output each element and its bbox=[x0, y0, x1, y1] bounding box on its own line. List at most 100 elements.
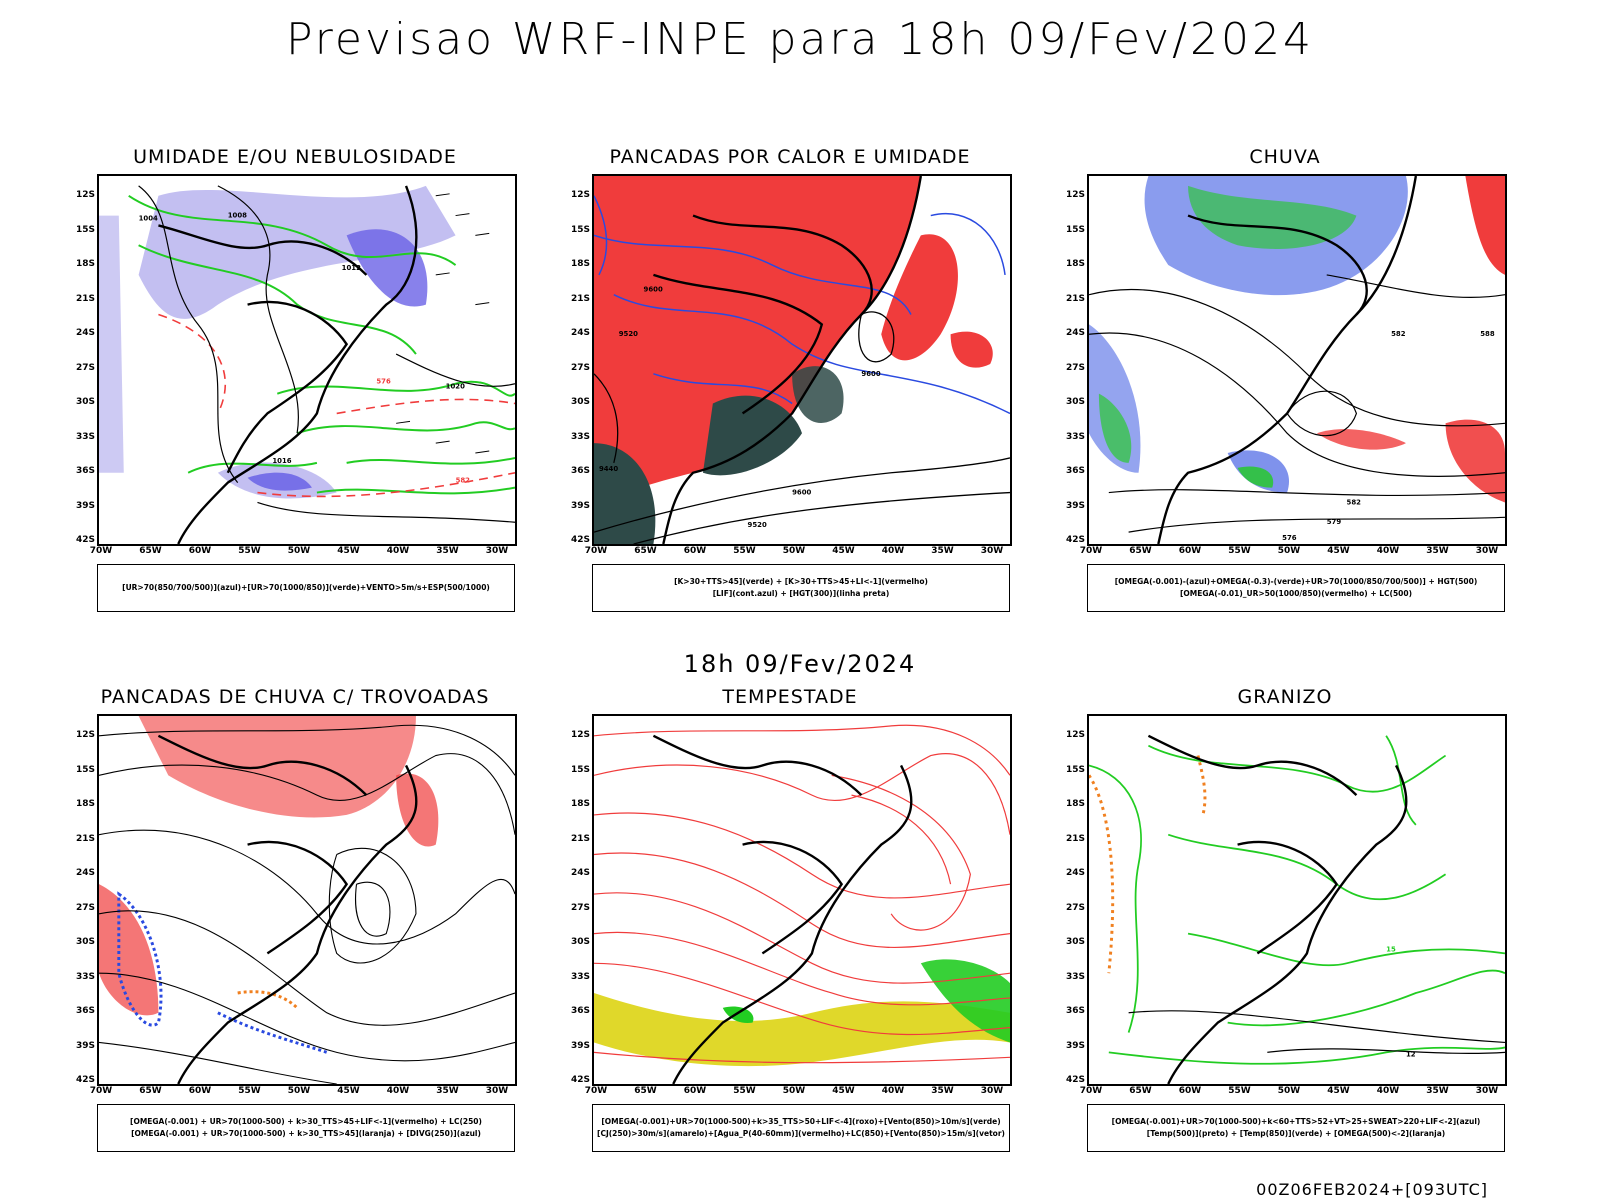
latitude-tick-label: 30S bbox=[570, 937, 590, 947]
latitude-tick-label: 30S bbox=[75, 397, 95, 407]
temp500-black-contours bbox=[1128, 1010, 1505, 1054]
longitude-tick-label: 45W bbox=[832, 546, 855, 556]
panel-caption: [OMEGA(-0.001)+UR>70(1000-500)+k>35_TTS>… bbox=[592, 1104, 1010, 1152]
latitude-tick-label: 24S bbox=[1065, 868, 1085, 878]
panel-title: PANCADAS POR CALOR E UMIDADE bbox=[609, 146, 971, 168]
latitude-axis: 12S 15S 18S 21S 24S 27S 30S 33S 36S 39S 42S bbox=[69, 174, 95, 546]
map-umidade-svg: 1004 1008 1012 1016 1020 576 582 bbox=[99, 185, 515, 544]
panel-title: TEMPESTADE bbox=[722, 686, 858, 708]
longitude-tick-label: 55W bbox=[733, 546, 756, 556]
longitude-tick-label: 60W bbox=[683, 1086, 707, 1096]
map-pancadas-trovoadas-svg bbox=[99, 716, 515, 1084]
thickness-label: 582 bbox=[456, 477, 471, 485]
longitude-tick-label: 35W bbox=[1426, 1086, 1449, 1096]
latitude-tick-label: 36S bbox=[570, 466, 590, 476]
latitude-tick-label: 39S bbox=[570, 500, 590, 511]
latitude-axis: 12S 15S 18S 21S 24S 27S 30S 33S 36S 39S 42S bbox=[69, 714, 95, 1086]
longitude-tick-label: 60W bbox=[1178, 1086, 1202, 1096]
main-title: Previsao WRF-INPE para 18h 09/Fev/2024 bbox=[286, 14, 1314, 65]
hgt-label: 9440 bbox=[599, 465, 618, 473]
latitude-tick-label: 33S bbox=[75, 971, 95, 982]
latitude-tick-label: 21S bbox=[1065, 293, 1085, 304]
pressure-contours bbox=[138, 185, 515, 523]
longitude-tick-label: 60W bbox=[1178, 546, 1202, 556]
temp-label: 15 bbox=[1386, 945, 1396, 953]
longitude-tick-label: 50W bbox=[287, 1086, 311, 1096]
omega-green-south bbox=[1237, 466, 1274, 488]
streamlines bbox=[99, 724, 515, 1084]
longitude-tick-label: 70W bbox=[1079, 546, 1103, 556]
latitude-tick-label: 39S bbox=[1065, 1040, 1085, 1051]
longitude-tick-label: 40W bbox=[386, 1086, 410, 1096]
mid-date: 18h 09/Fev/2024 bbox=[683, 650, 917, 678]
latitude-tick-label: 36S bbox=[570, 1006, 590, 1016]
latitude-tick-label: 24S bbox=[1065, 328, 1085, 338]
caption-line: [OMEGA(-0.01)_UR>50(1000/850)(vermelho) … bbox=[1179, 589, 1413, 598]
longitude-tick-label: 65W bbox=[139, 1086, 162, 1096]
humidity-core-south bbox=[247, 472, 312, 491]
omega-orange-west bbox=[1089, 774, 1115, 974]
longitude-tick-label: 45W bbox=[337, 1086, 360, 1096]
instability-red-ocean bbox=[881, 234, 958, 361]
isobar-label: 1004 bbox=[139, 215, 158, 223]
hgt-label: 9520 bbox=[619, 330, 638, 338]
longitude-axis: 70W 65W 60W 55W 50W 45W 40W 35W 30W bbox=[90, 1086, 517, 1100]
map-tempestade bbox=[592, 714, 1012, 1086]
panel-title: PANCADAS DE CHUVA C/ TROVOADAS bbox=[100, 686, 490, 708]
longitude-tick-label: 65W bbox=[1129, 1086, 1152, 1096]
latitude-axis: 12S 15S 18S 21S 24S 27S 30S 33S 36S 39S 42S bbox=[1059, 714, 1085, 1086]
longitude-tick-label: 45W bbox=[832, 1086, 855, 1096]
longitude-tick-label: 30W bbox=[485, 1086, 509, 1096]
longitude-tick-label: 30W bbox=[1475, 1086, 1499, 1096]
omega-green-west bbox=[1098, 393, 1132, 463]
latitude-tick-label: 42S bbox=[1065, 535, 1085, 545]
wind-green-small bbox=[722, 1006, 754, 1024]
latitude-tick-label: 24S bbox=[75, 328, 95, 338]
latitude-tick-label: 21S bbox=[1065, 833, 1085, 844]
latitude-tick-label: 27S bbox=[1065, 362, 1085, 373]
longitude-tick-label: 40W bbox=[881, 1086, 905, 1096]
longitude-tick-label: 30W bbox=[980, 546, 1004, 556]
latitude-tick-label: 39S bbox=[75, 500, 95, 511]
longitude-axis: 70W 65W 60W 55W 50W 45W 40W 35W 30W bbox=[1080, 1086, 1507, 1100]
longitude-tick-label: 50W bbox=[782, 1086, 806, 1096]
map-umidade: 1004 1008 1012 1016 1020 576 582 bbox=[97, 174, 517, 546]
latitude-tick-label: 12S bbox=[1065, 190, 1085, 200]
map-chuva-svg: 582 579 576 588 582 bbox=[1089, 176, 1505, 544]
latitude-tick-label: 15S bbox=[570, 764, 590, 775]
latitude-tick-label: 15S bbox=[75, 224, 95, 235]
thickness-label: 576 bbox=[376, 378, 391, 386]
ur-verde-contours bbox=[128, 194, 515, 495]
panel-caption: [OMEGA(-0.001)-(azul)+OMEGA(-0.3)-(verde… bbox=[1087, 564, 1505, 612]
isobar-label: 1008 bbox=[228, 212, 247, 220]
latitude-tick-label: 42S bbox=[570, 1075, 590, 1085]
latitude-tick-label: 18S bbox=[75, 259, 95, 269]
longitude-tick-label: 50W bbox=[1277, 1086, 1301, 1096]
longitude-tick-label: 30W bbox=[980, 1086, 1004, 1096]
hgt-label: 582 bbox=[1347, 498, 1362, 506]
isobar-label: 1016 bbox=[272, 457, 291, 465]
latitude-tick-label: 36S bbox=[75, 1006, 95, 1016]
caption-line: [Temp(500)](preto) + [Temp(850)](verde) … bbox=[1146, 1129, 1446, 1138]
latitude-tick-label: 33S bbox=[75, 431, 95, 442]
omega-red-se bbox=[1445, 419, 1505, 503]
latitude-tick-label: 33S bbox=[1065, 431, 1085, 442]
latitude-tick-label: 12S bbox=[570, 190, 590, 200]
longitude-tick-label: 30W bbox=[485, 546, 509, 556]
hgt-label: 582 bbox=[1391, 330, 1406, 338]
longitude-tick-label: 40W bbox=[881, 546, 905, 556]
longitude-tick-label: 35W bbox=[436, 1086, 459, 1096]
longitude-tick-label: 55W bbox=[238, 1086, 261, 1096]
caption-line: [OMEGA(-0.001)+UR>70(1000-500)+k>35_TTS>… bbox=[601, 1117, 1001, 1126]
coastline-borders bbox=[653, 176, 923, 544]
latitude-tick-label: 12S bbox=[1065, 730, 1085, 740]
longitude-tick-label: 45W bbox=[1327, 546, 1350, 556]
panel-title: GRANIZO bbox=[1237, 686, 1333, 708]
omega-red-ne bbox=[1465, 176, 1505, 275]
latitude-tick-label: 24S bbox=[570, 868, 590, 878]
panel-caption: [OMEGA(-0.001)+UR>70(1000-500)+k<60+TTS>… bbox=[1087, 1104, 1505, 1152]
latitude-tick-label: 39S bbox=[75, 1040, 95, 1051]
map-pancadas-calor-svg: 9600 9600 9600 9520 9520 9440 bbox=[594, 176, 1010, 544]
hgt-label: 9600 bbox=[861, 370, 880, 378]
latitude-tick-label: 27S bbox=[570, 362, 590, 373]
